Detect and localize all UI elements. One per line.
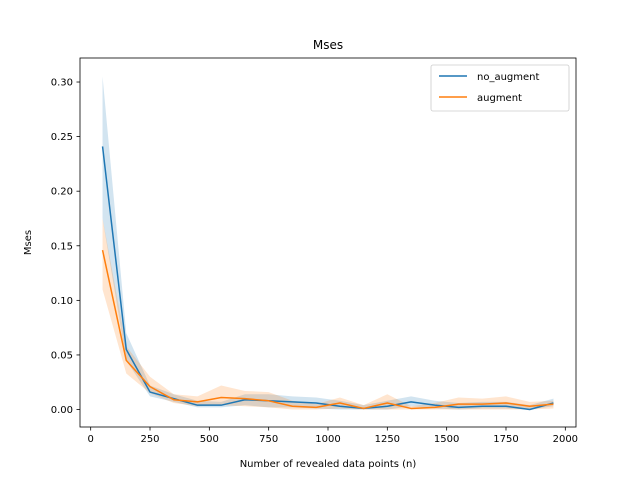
legend-label-no-augment: no_augment [477, 72, 540, 83]
x-tick-label: 2000 [553, 434, 578, 445]
chart-title: Mses [313, 38, 343, 52]
y-tick-label: 0.25 [51, 132, 73, 143]
y-tick-label: 0.30 [51, 78, 73, 89]
x-axis: 0 250 500 750 1000 1250 1500 1750 2000 [87, 427, 578, 445]
x-tick-label: 1250 [375, 434, 400, 445]
x-tick-label: 1500 [434, 434, 459, 445]
x-tick-label: 750 [259, 434, 278, 445]
y-tick-label: 0.05 [51, 350, 73, 361]
y-axis: 0.00 0.05 0.10 0.15 0.20 0.25 0.30 [51, 78, 80, 416]
plot-area [101, 76, 554, 411]
legend-label-augment: augment [477, 93, 522, 104]
x-axis-label: Number of revealed data points (n) [240, 459, 417, 470]
x-tick-label: 250 [140, 434, 159, 445]
x-tick-label: 1000 [315, 434, 340, 445]
y-tick-label: 0.15 [51, 241, 73, 252]
y-axis-label: Mses [23, 230, 34, 255]
augment-confidence-band [102, 218, 554, 410]
x-tick-label: 1750 [493, 434, 518, 445]
y-tick-label: 0.00 [51, 405, 73, 416]
augment-line [101, 249, 554, 410]
legend: no_augment augment [430, 64, 570, 112]
y-tick-label: 0.10 [51, 296, 73, 307]
x-tick-label: 0 [87, 434, 93, 445]
x-tick-label: 500 [200, 434, 219, 445]
y-tick-label: 0.20 [51, 187, 73, 198]
